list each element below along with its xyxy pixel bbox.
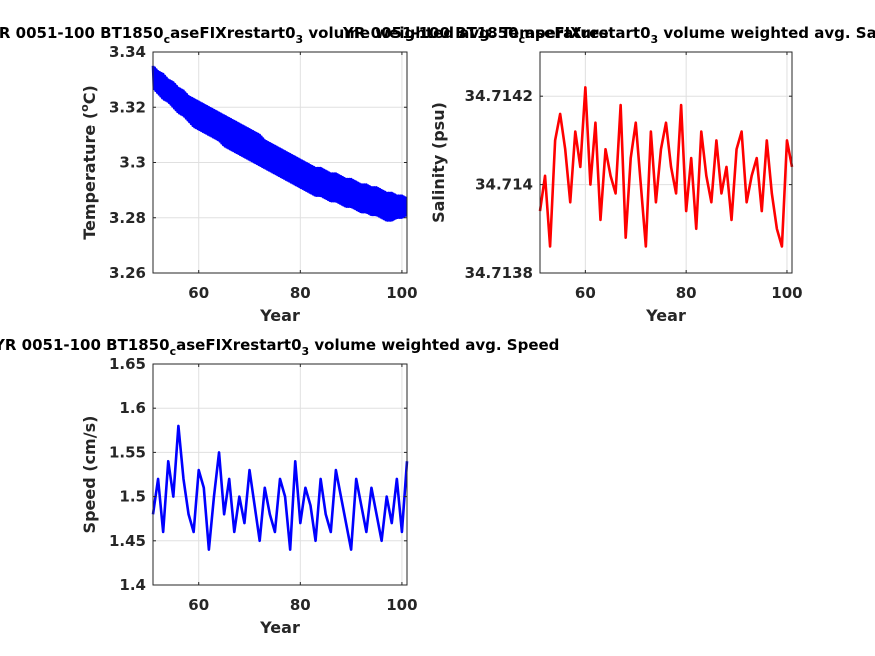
speed-title-part: YR 0051-100 BT1850 — [0, 336, 170, 354]
salt-axes-box — [539, 51, 793, 274]
temp-y-axis-label-sup: o — [78, 104, 91, 112]
salt-xtick-label: 60 — [575, 284, 596, 302]
salt-title-part: aseFIXrestart0 — [525, 24, 650, 42]
salt-y-axis-label-part: Salinity (psu) — [429, 102, 448, 223]
temp-ytick-label: 3.28 — [109, 209, 146, 227]
speed-panel: 60 80 100 1.4 1.45 1.5 1.55 1.6 1.65 Year Speed (c… — [0, 336, 559, 637]
temp-ytick-label: 3.34 — [109, 43, 146, 61]
temp-xtick-label: 100 — [386, 284, 417, 302]
temp-ytick-label: 3.3 — [119, 154, 146, 172]
salt-title-sub: 3 — [651, 33, 659, 46]
speed-title-sub: c — [170, 345, 177, 358]
speed-y-axis-label-part: Speed (cm/s) — [80, 416, 99, 534]
salt-xtick-label: 80 — [676, 284, 697, 302]
speed-chart-title: YR 0051-100 BT1850caseFIXrestart03 volum… — [0, 336, 559, 358]
speed-xtick-label: 60 — [188, 596, 209, 614]
temp-title-part: aseFIXrestart0 — [170, 24, 295, 42]
salt-chart-title: YR 0051-100 BT1850caseFIXrestart03 volum… — [342, 24, 875, 46]
speed-ytick-label: 1.65 — [109, 355, 146, 373]
temp-title-part: YR 0051-100 BT1850 — [0, 24, 164, 42]
speed-plot-area — [153, 364, 407, 585]
salt-ytick-label: 34.7142 — [465, 87, 533, 105]
speed-title-sub: 3 — [302, 345, 310, 358]
speed-axes-box — [152, 363, 408, 586]
temp-y-axis-label-part: C) — [80, 85, 99, 104]
salt-series-line — [538, 86, 794, 248]
temp-xtick-label: 60 — [188, 284, 209, 302]
speed-ytick-label: 1.5 — [119, 488, 146, 506]
temp-chart-title: YR 0051-100 BT1850caseFIXrestart03 volum… — [0, 24, 609, 46]
temp-xtick-label: 80 — [290, 284, 311, 302]
salt-title-part: volume weighted avg. Salinity — [658, 24, 875, 42]
salt-x-axis-label: Year — [645, 306, 686, 325]
temp-title-part: volume weighted avg. Temperature — [303, 24, 609, 42]
temp-title-sub: 3 — [296, 33, 304, 46]
temp-y-axis-label-part: Temperature ( — [80, 112, 99, 240]
speed-series-line — [151, 424, 409, 551]
speed-ytick-label: 1.55 — [109, 443, 146, 461]
salinity-panel: 60 80 100 34.7138 34.714 34.7142 Year Salinity … — [342, 24, 875, 325]
salt-ytick-label: 34.7138 — [465, 264, 533, 282]
temperature-panel: 60 80 100 3.26 3.28 3.3 3.32 3.34 Year Temperatur… — [0, 24, 609, 325]
speed-xtick-label: 80 — [290, 596, 311, 614]
speed-xtick-label: 100 — [386, 596, 417, 614]
salt-y-axis-label: Salinity (psu) — [429, 102, 448, 223]
temp-ytick-label: 3.32 — [109, 98, 146, 116]
temp-x-axis-label: Year — [259, 306, 300, 325]
speed-ytick-label: 1.45 — [109, 532, 146, 550]
temp-series-line — [151, 65, 408, 222]
temp-ytick-label: 3.26 — [109, 264, 146, 282]
temp-title-sub: c — [164, 33, 171, 46]
salt-title-part: YR 0051-100 BT1850 — [342, 24, 519, 42]
salt-plot-area — [540, 52, 792, 273]
salt-xtick-label: 100 — [771, 284, 802, 302]
speed-ytick-label: 1.4 — [119, 576, 146, 594]
temp-y-axis-label: Temperature (oC) — [78, 85, 99, 240]
speed-title-part: volume weighted avg. Speed — [309, 336, 559, 354]
speed-title-part: aseFIXrestart0 — [176, 336, 301, 354]
speed-x-axis-label: Year — [259, 618, 300, 637]
speed-y-axis-label: Speed (cm/s) — [80, 416, 99, 534]
salt-ytick-label: 34.714 — [475, 176, 533, 194]
speed-ytick-label: 1.6 — [119, 399, 146, 417]
salt-title-sub: c — [519, 33, 526, 46]
